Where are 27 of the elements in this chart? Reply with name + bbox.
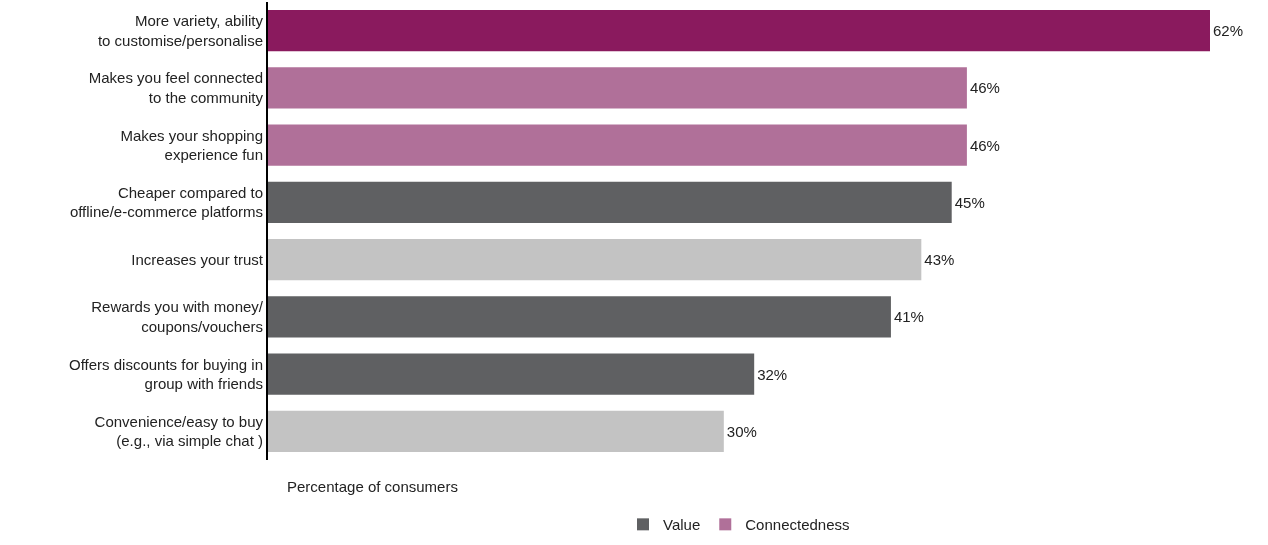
data-label: 30% xyxy=(726,422,757,440)
y-tick-label: Makes you feel connected to the community xyxy=(88,69,264,106)
data-label: 46% xyxy=(969,79,1000,97)
data-label: 46% xyxy=(969,136,1000,154)
y-tick-label: Cheaper compared to offline/e-commerce platforms xyxy=(69,183,263,221)
bar xyxy=(268,67,967,109)
legend-label: Connectedness xyxy=(745,516,850,534)
bar xyxy=(268,410,724,452)
y-tick-label: Rewards you with money/ coupons/vouchers xyxy=(91,298,264,335)
y-tick-label: Increases your trust xyxy=(131,250,264,268)
y-tick-label: More variety, ability to customise/personalise xyxy=(97,12,264,49)
bar xyxy=(268,239,922,281)
y-tick-label: Makes your shopping experience fun xyxy=(120,126,263,164)
bar xyxy=(268,181,952,223)
data-label: 45% xyxy=(954,193,985,211)
bar xyxy=(268,296,891,338)
bar xyxy=(268,10,1210,52)
bar xyxy=(268,353,755,395)
data-label: 41% xyxy=(893,308,924,326)
bar xyxy=(268,124,967,166)
data-label: 62% xyxy=(1213,22,1244,40)
legend-label: Value xyxy=(663,516,701,534)
data-label: 32% xyxy=(757,365,788,383)
y-tick-label: Offers discounts for buying in group with friends xyxy=(69,355,263,393)
y-tick-label: Convenience/easy to buy (e.g., via simple chat ) xyxy=(94,412,264,450)
data-label: 43% xyxy=(924,251,955,269)
x-axis-title: Percentage of consumers xyxy=(287,478,458,495)
